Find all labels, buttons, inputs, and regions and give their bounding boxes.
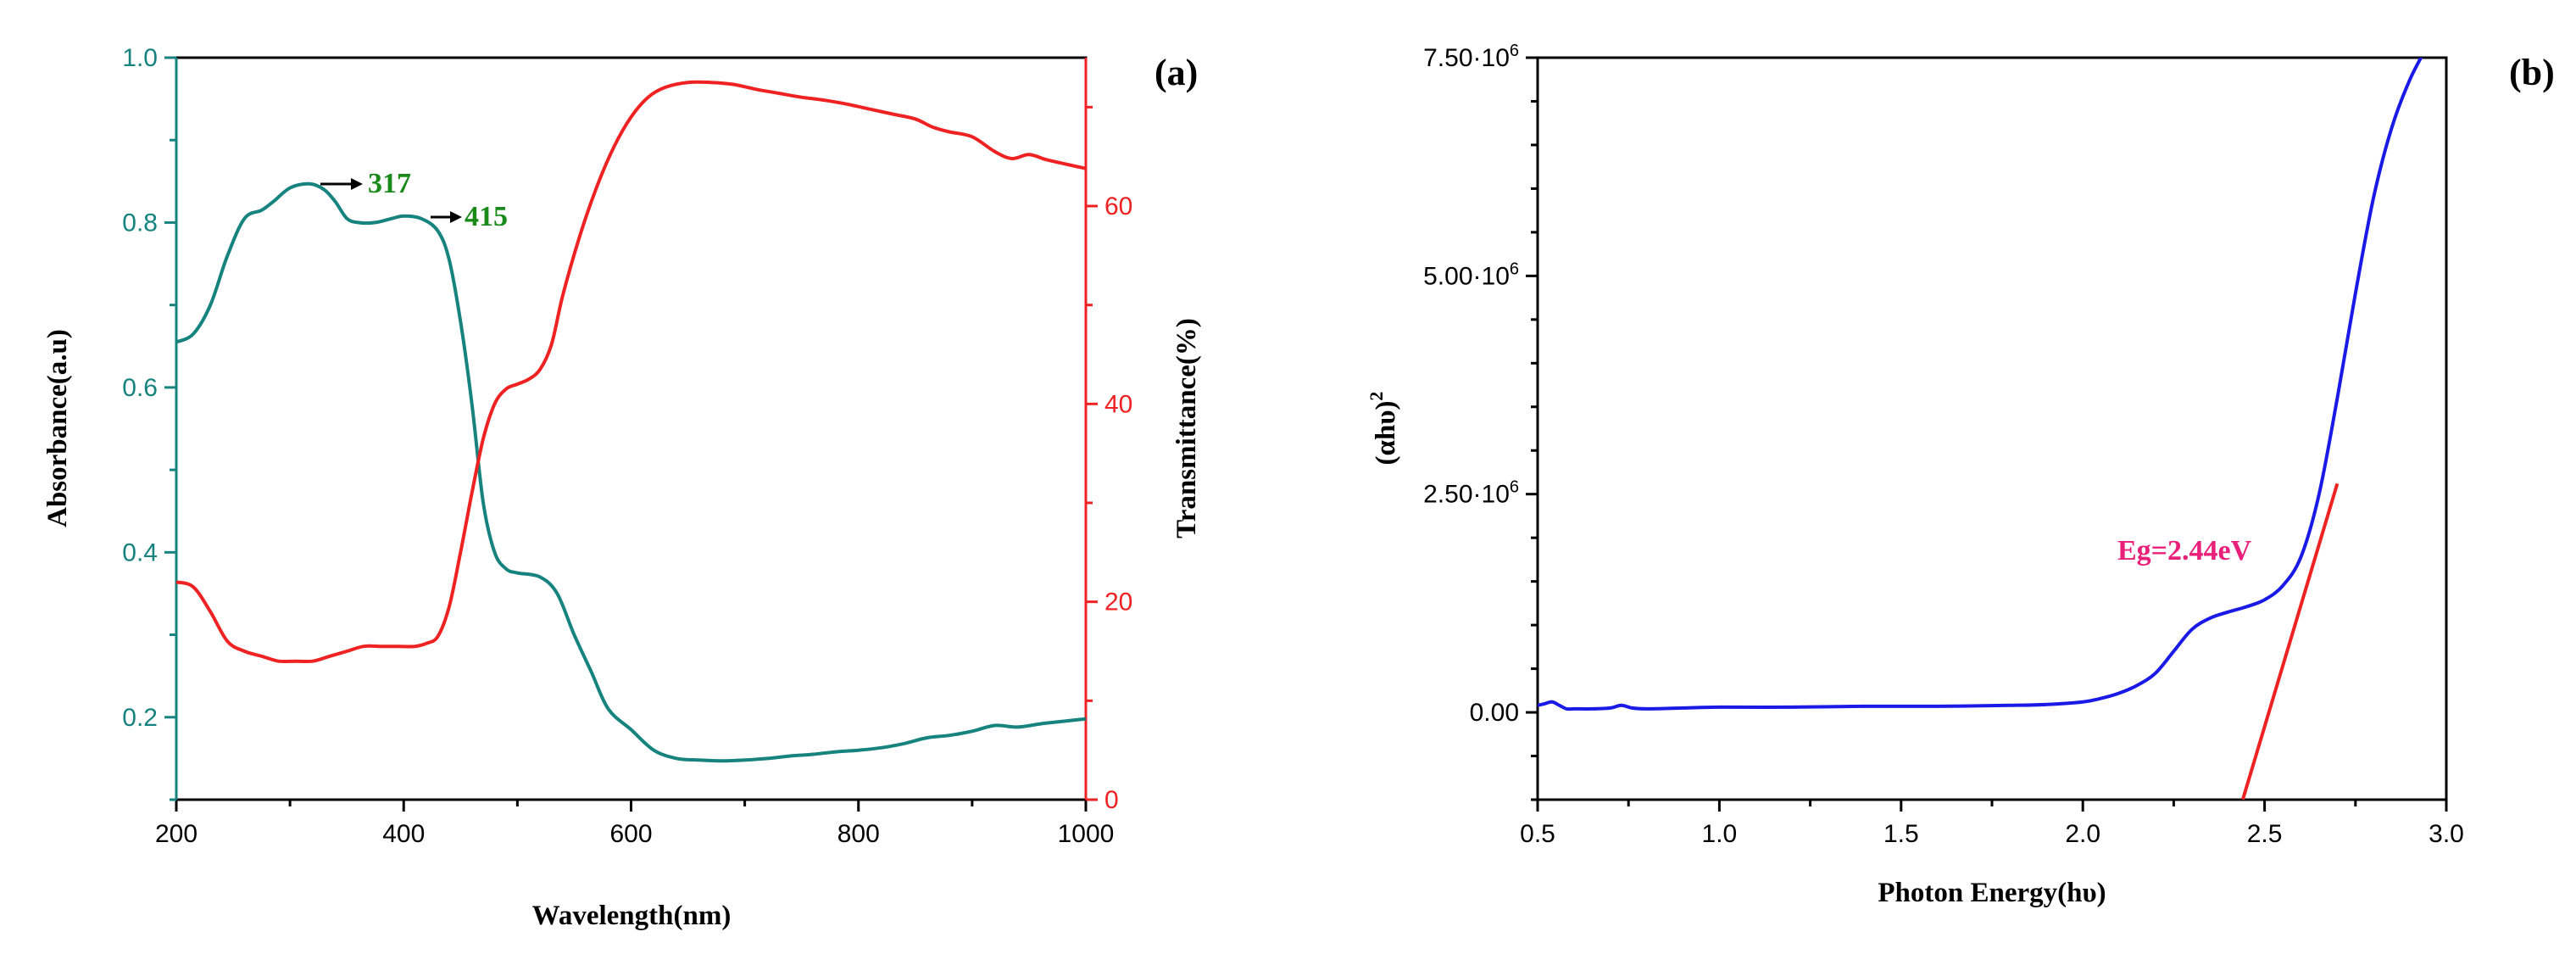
left-tick-label-a: 0.6 [122,374,158,402]
y-axis-title-b-sup: 2 [1366,392,1387,401]
x-tick-label-b: 1.5 [1883,820,1919,848]
band-gap-label: Eg=2.44eV [2117,535,2252,566]
right-tick-label-a: 0 [1104,786,1119,814]
panel-a: 200 400 600 800 1000 0.2 0.4 0.6 0.8 1.0 0 20 40 60 W… [42,44,1202,931]
right-tick-label-a: 20 [1104,589,1132,616]
y-axis-title-b: (αhυ)2 [1366,392,1401,466]
axis-ticks-a [164,56,1098,812]
peak-415-arrowhead [450,211,462,223]
series-line-tauc-plot [1538,58,2423,711]
series-group-a [175,80,1087,763]
peak-317-label: 317 [368,168,411,199]
x-tick-label-b: 2.5 [2247,820,2283,848]
x-axis-title-b: Photon Energy(hυ) [1878,878,2106,908]
x-tick-label-a: 800 [837,820,880,848]
right-tick-label-a: 60 [1104,192,1132,220]
y-tick-mantissa: 2.50·10 [1423,481,1510,509]
left-tick-label-a: 1.0 [122,44,158,72]
y-tick-mantissa: 7.50·10 [1423,44,1510,72]
x-tick-label-b: 3.0 [2429,820,2464,848]
y-tick-label-b: 5.00·106 [1423,259,1519,290]
y-tick-mantissa: 0.00 [1470,699,1519,727]
tick-labels-a: 200 400 600 800 1000 0.2 0.4 0.6 0.8 1.0 0 20 40 60 [122,44,1132,848]
series-line-linear-fit [2240,483,2340,800]
right-axis-title-a: Transmittance(%) [1171,318,1202,538]
y-tick-label-b: 0.00 [1470,699,1519,727]
peak-415-label: 415 [465,201,508,232]
y-tick-exponent: 6 [1510,478,1519,497]
left-axis-title-a: Absorbance(a.u) [42,329,73,527]
peak-annotations: 317 415 [320,168,508,232]
peak-317-arrowhead [351,178,363,190]
y-axis-title-b-main: (αhυ) [1371,401,1401,466]
left-tick-label-a: 0.2 [122,704,158,732]
x-tick-label-a: 400 [382,820,425,848]
left-tick-label-a: 0.8 [122,209,158,237]
x-tick-label-b: 1.0 [1702,820,1738,848]
y-tick-mantissa: 5.00·10 [1423,262,1510,290]
axis-ticks-b [1526,56,2448,812]
series-line-transmittance [175,80,1087,664]
left-tick-label-a: 0.4 [122,538,158,566]
y-tick-exponent: 6 [1510,42,1519,60]
x-tick-label-b: 2.0 [2065,820,2100,848]
tick-labels-b: 0.5 1.0 1.5 2.0 2.5 3.00.002.50·1065.00·1067.… [1423,42,2464,848]
y-tick-label-b: 7.50·106 [1423,42,1519,72]
plot-frame-b [1536,56,2448,801]
panel-label-a: (a) [1154,52,1198,93]
panel-label-b: (b) [2509,52,2555,93]
x-tick-label-a: 600 [609,820,652,848]
series-line-absorbance [175,181,1087,763]
plot-frame-a [175,56,1088,801]
x-tick-label-a: 200 [155,820,198,848]
y-tick-label-b: 2.50·106 [1423,478,1519,509]
x-tick-label-a: 1000 [1058,820,1115,848]
x-axis-title-a: Wavelength(nm) [532,901,732,931]
series-group-b [1538,58,2423,800]
y-tick-exponent: 6 [1510,259,1519,278]
right-tick-label-a: 40 [1104,390,1132,418]
x-tick-label-b: 0.5 [1520,820,1555,848]
panel-b: 0.5 1.0 1.5 2.0 2.5 3.00.002.50·1065.00·1067.… [1366,42,2555,908]
